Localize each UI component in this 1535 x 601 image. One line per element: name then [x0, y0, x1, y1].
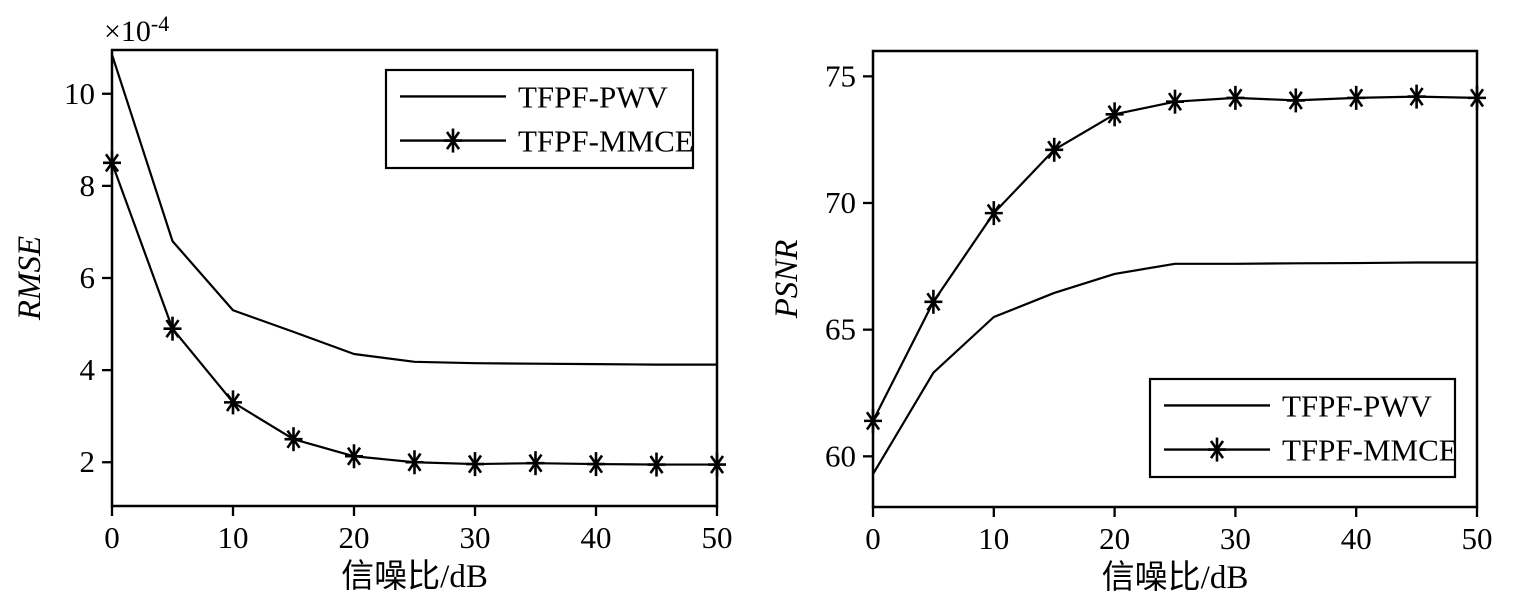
legend-box	[1148, 377, 1457, 479]
series-markers-tfpf-mmce	[103, 150, 726, 477]
legend-label: TFPF-PWV	[1282, 388, 1432, 423]
x-tick-label: 10	[978, 521, 1009, 556]
y-tick-label: 2	[80, 444, 96, 479]
asterisk-marker	[1166, 89, 1184, 114]
asterisk-arm	[649, 455, 664, 474]
series-line-tfpf-pwv	[872, 261, 1477, 475]
asterisk-marker	[1347, 85, 1366, 110]
asterisk-marker	[284, 427, 303, 452]
asterisk-marker	[1407, 84, 1426, 109]
y-exponent-label: ×10-4	[104, 11, 169, 48]
rmse-chart: 0 10 20 30 40 50 2 4 6 8 10 信噪比/dB RMSE ×10-4 TFPF-PWV…	[12, 11, 733, 595]
x-tick-label: 30	[1220, 521, 1251, 556]
series-line-tfpf-pwv	[110, 54, 717, 366]
series-line-tfpf-mmce	[110, 162, 717, 466]
x-tick-label: 20	[1099, 521, 1130, 556]
asterisk-arm	[709, 455, 725, 474]
asterisk-arm	[1409, 87, 1424, 106]
y-tick-label: 6	[80, 260, 96, 295]
asterisk-arm	[286, 429, 301, 449]
asterisk-marker	[103, 150, 121, 175]
series-markers-tfpf-mmce	[864, 84, 1486, 433]
asterisk-arm	[986, 203, 1001, 223]
asterisk-marker	[1226, 85, 1245, 110]
legend-box	[384, 68, 695, 170]
y-tick-label: 4	[80, 352, 96, 387]
plot-border	[871, 49, 1479, 509]
asterisk-marker	[924, 289, 943, 314]
psnr-chart: 0 10 20 30 40 50 60 65 70 75 信噪比/dB PSNR TFPF-PWV TFP…	[769, 49, 1493, 596]
asterisk-marker	[587, 452, 605, 477]
x-axis-label: 信噪比/dB	[341, 558, 488, 595]
asterisk-arm	[225, 393, 241, 412]
y-tick-label: 65	[825, 312, 856, 347]
asterisk-marker	[1105, 102, 1124, 127]
y-tick-label: 75	[825, 58, 856, 93]
asterisk-arm	[407, 452, 422, 472]
asterisk-arm	[1228, 88, 1243, 108]
x-tick-label: 0	[104, 520, 120, 555]
asterisk-marker	[224, 390, 242, 415]
asterisk-marker	[466, 452, 484, 477]
asterisk-marker	[1468, 85, 1486, 110]
x-tick-label: 20	[339, 520, 370, 555]
x-tick-label: 10	[218, 520, 249, 555]
y-tick-label: 8	[80, 168, 96, 203]
asterisk-marker	[163, 316, 182, 341]
asterisk-marker	[526, 451, 545, 476]
asterisk-marker	[708, 452, 726, 477]
asterisk-arm	[467, 454, 483, 474]
x-tick-label: 50	[702, 520, 733, 555]
y-tick-label: 70	[825, 185, 856, 220]
y-tick-label: 10	[64, 76, 95, 111]
asterisk-marker	[647, 452, 666, 477]
asterisk-arm	[1288, 91, 1303, 110]
x-tick-label: 40	[1341, 521, 1372, 556]
asterisk-arm	[528, 453, 543, 473]
asterisk-arm	[1209, 440, 1225, 459]
asterisk-arm	[926, 292, 941, 312]
asterisk-marker	[1208, 437, 1226, 462]
x-tick-label: 0	[865, 521, 881, 556]
x-axis-label: 信噪比/dB	[1102, 559, 1249, 596]
asterisk-arm	[165, 319, 180, 339]
asterisk-arm	[104, 153, 120, 173]
asterisk-marker	[345, 444, 363, 469]
x-tick-label: 50	[1462, 521, 1493, 556]
asterisk-arm	[1349, 88, 1364, 108]
asterisk-arm	[1047, 140, 1062, 160]
x-tick-label: 40	[581, 520, 612, 555]
series-line-tfpf-mmce	[872, 95, 1478, 422]
asterisk-arm	[1107, 104, 1122, 124]
asterisk-marker	[444, 128, 462, 153]
asterisk-arm	[346, 446, 362, 466]
x-tick-label: 30	[460, 520, 491, 555]
asterisk-arm	[865, 411, 881, 431]
legend-label: TFPF-PWV	[518, 79, 668, 114]
asterisk-marker	[984, 201, 1003, 226]
asterisk-arm	[445, 131, 461, 150]
legend-label: TFPF-MMCE	[1282, 433, 1458, 468]
asterisk-arm	[1469, 88, 1485, 108]
asterisk-marker	[405, 450, 424, 475]
y-tick-label: 60	[825, 438, 856, 473]
asterisk-arm	[588, 454, 604, 474]
y-axis-label: PSNR	[769, 240, 805, 320]
asterisk-marker	[1286, 88, 1305, 113]
y-axis-label: RMSE	[12, 236, 48, 321]
legend-label: TFPF-MMCE	[518, 124, 694, 159]
asterisk-marker	[1045, 137, 1064, 162]
asterisk-marker	[864, 408, 882, 433]
asterisk-arm	[1167, 92, 1183, 112]
